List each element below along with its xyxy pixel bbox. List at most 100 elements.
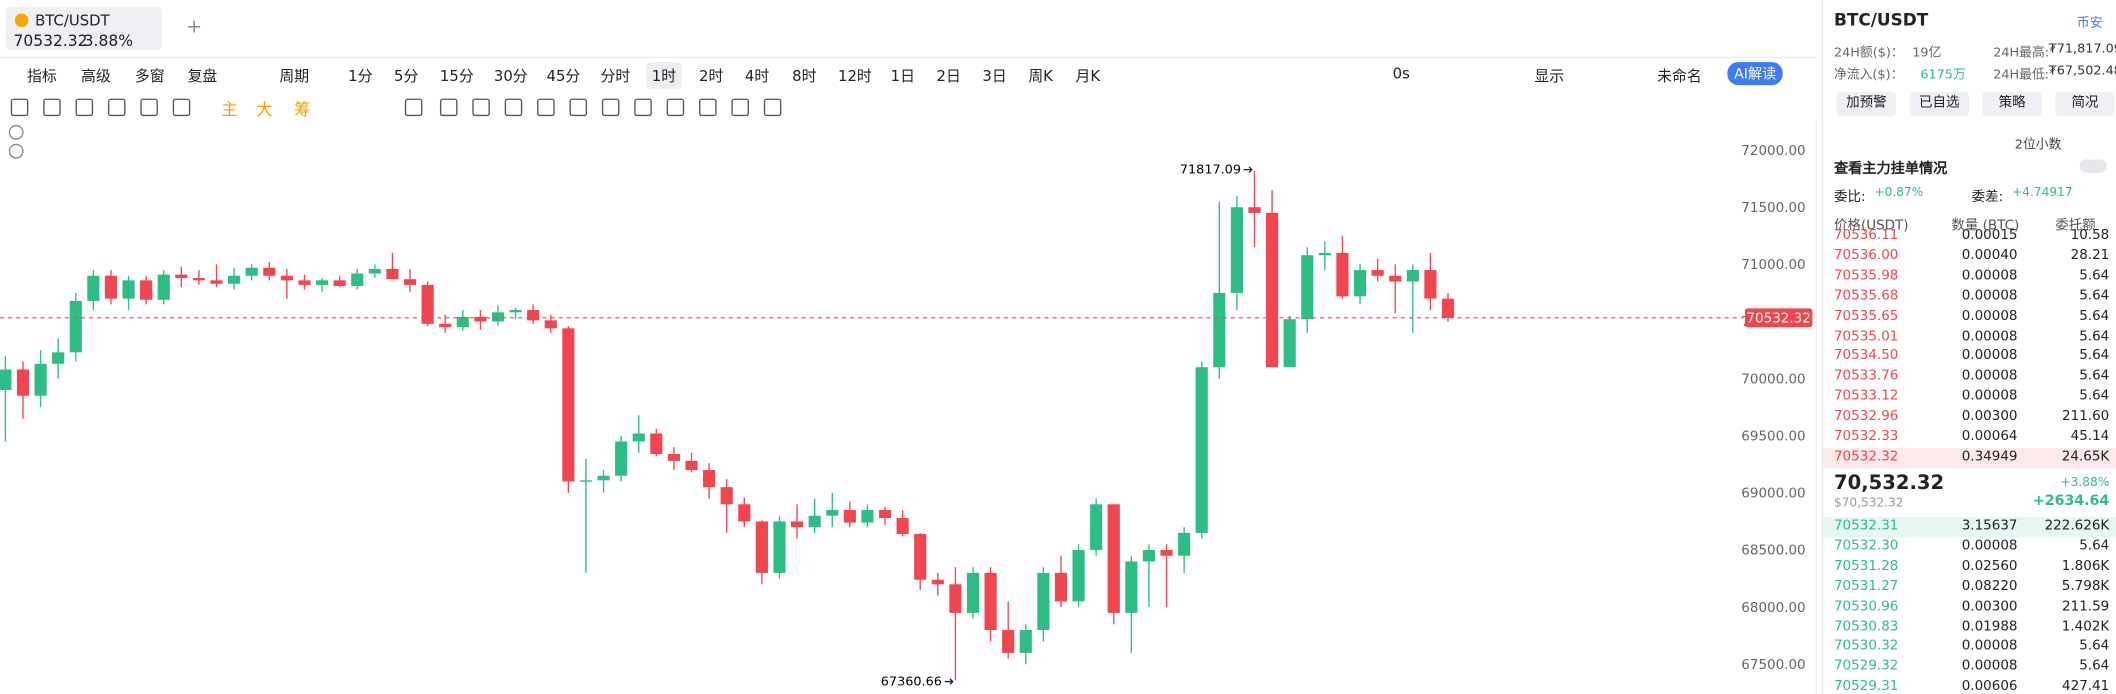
timeframe[interactable]: 2日 bbox=[936, 67, 961, 86]
order-qty: 0.00008 bbox=[1961, 268, 2018, 284]
tool-icon[interactable] bbox=[75, 98, 94, 117]
stat-value: 19亿 bbox=[1912, 45, 1942, 61]
timeframe[interactable]: 3日 bbox=[982, 67, 1007, 86]
header-cover bbox=[1823, 208, 2116, 235]
toolbar-item[interactable]: 指标 bbox=[26, 67, 57, 86]
tool-icon[interactable] bbox=[763, 98, 782, 117]
timeframe[interactable]: 45分 bbox=[546, 67, 581, 86]
timeframe[interactable]: 30分 bbox=[493, 67, 528, 86]
order-price: 70532.33 bbox=[1833, 429, 1899, 445]
order-qty: 0.00300 bbox=[1961, 409, 2018, 425]
toolbar-item[interactable]: 高级 bbox=[80, 67, 111, 86]
tool-icon[interactable] bbox=[439, 98, 458, 117]
candle-body bbox=[1371, 270, 1384, 276]
col-header: 委托额 bbox=[2055, 218, 2096, 234]
candle-body bbox=[315, 280, 329, 285]
candle-body bbox=[0, 369, 12, 391]
timeframe[interactable]: 月K bbox=[1075, 67, 1101, 86]
timeframe[interactable]: 4时 bbox=[744, 67, 770, 86]
timeframe[interactable]: 2时 bbox=[699, 67, 724, 86]
order-amount: 45.14 bbox=[2070, 429, 2110, 445]
indicator-tool[interactable]: 筹 bbox=[294, 99, 311, 119]
panel-button[interactable]: 简况 bbox=[2055, 91, 2115, 117]
timeframe[interactable]: 8时 bbox=[792, 67, 817, 86]
stat-value: ₮67,502.48 bbox=[2048, 63, 2116, 79]
candle-body bbox=[1248, 207, 1261, 213]
candle-body bbox=[210, 280, 223, 284]
order-qty: 0.00008 bbox=[1961, 369, 2018, 384]
collapse-icon[interactable] bbox=[8, 143, 24, 159]
tool-icon[interactable] bbox=[10, 98, 29, 117]
tool-icon[interactable] bbox=[634, 98, 652, 117]
tool-icon[interactable] bbox=[537, 98, 555, 117]
tool-icon[interactable] bbox=[404, 98, 423, 117]
order-qty: 0.00040 bbox=[1961, 248, 2018, 264]
candle-body bbox=[1389, 275, 1402, 282]
candle-body bbox=[755, 521, 768, 573]
order-price: 70531.27 bbox=[1833, 578, 1899, 594]
order-amount: 1.402K bbox=[2061, 619, 2110, 634]
tool-icon[interactable] bbox=[601, 98, 620, 117]
candle-body bbox=[439, 323, 452, 328]
panel-button[interactable]: 加预警 bbox=[1836, 91, 1897, 117]
timeframe[interactable]: 5分 bbox=[394, 67, 419, 86]
candle-body bbox=[843, 510, 856, 523]
tool-icon[interactable] bbox=[504, 98, 523, 117]
toolbar-item[interactable]: 0s bbox=[1392, 64, 1410, 83]
order-qty: 0.00008 bbox=[1961, 348, 2018, 364]
y-tick-label: 71500.00 bbox=[1741, 200, 1805, 216]
tool-icon[interactable] bbox=[472, 98, 490, 117]
toolbar-item[interactable]: 未命名 bbox=[1657, 67, 1702, 86]
diff: +4.74917 bbox=[2012, 186, 2073, 200]
tool-icon[interactable] bbox=[666, 98, 685, 117]
order-qty: 0.00300 bbox=[1961, 598, 2018, 614]
timeframe[interactable]: 1分 bbox=[348, 67, 373, 86]
toolbar-item[interactable]: 多窗 bbox=[134, 67, 165, 86]
tool-icon[interactable] bbox=[107, 98, 126, 117]
tool-icon[interactable] bbox=[172, 98, 191, 117]
timeframe[interactable]: 1日 bbox=[890, 67, 915, 86]
toolbar-item[interactable]: 显示 bbox=[1534, 67, 1565, 86]
indicator-tool[interactable]: 大 bbox=[256, 99, 273, 119]
diff-label: 委差: bbox=[1971, 190, 2004, 206]
tab-price: 70532.32 bbox=[13, 31, 88, 50]
order-qty: 0.00008 bbox=[1961, 659, 2018, 675]
period-menu[interactable]: 周期 bbox=[279, 67, 310, 86]
symbol-tab[interactable]: BTC/USDT 70532.32 3.88% bbox=[5, 6, 162, 50]
indicator-tool[interactable]: 主 bbox=[221, 99, 238, 119]
tool-icon[interactable] bbox=[731, 98, 749, 117]
toggle[interactable] bbox=[2079, 159, 2107, 173]
candle-body bbox=[333, 280, 346, 287]
candle-body bbox=[685, 460, 698, 471]
add-tab[interactable]: + bbox=[186, 16, 203, 38]
collapse-icon[interactable] bbox=[8, 124, 24, 140]
ai-button[interactable]: AI解读 bbox=[1727, 62, 1784, 86]
timeframe[interactable]: 12时 bbox=[838, 67, 872, 86]
tool-icon[interactable] bbox=[140, 98, 158, 117]
exchange[interactable]: 币安 bbox=[2076, 16, 2103, 32]
candle-body bbox=[527, 310, 540, 321]
order-amount: 5.64 bbox=[2079, 369, 2110, 384]
timeframe[interactable]: 周K bbox=[1028, 67, 1053, 86]
order-qty: 0.00008 bbox=[1961, 538, 2018, 554]
candle-body bbox=[896, 518, 909, 535]
stat-label: 净流入($)： bbox=[1833, 67, 1904, 83]
timeframe[interactable]: 15分 bbox=[439, 67, 474, 86]
decimals-menu[interactable]: 2位小数 bbox=[2014, 137, 2062, 153]
last-price-box bbox=[1744, 308, 1813, 328]
timeframe[interactable]: 1时 bbox=[646, 62, 682, 90]
toolbar-item[interactable]: 复盘 bbox=[187, 67, 218, 86]
arrow bbox=[944, 678, 954, 685]
candle-body bbox=[650, 433, 663, 455]
tool-icon[interactable] bbox=[43, 98, 61, 117]
main-orders-link[interactable]: 查看主力挂单情况 bbox=[1833, 160, 1948, 177]
panel-button[interactable]: 已自选 bbox=[1909, 91, 1969, 117]
order-row: 70533.12 0.00008 5.64 bbox=[1823, 388, 2116, 408]
tool-icon[interactable] bbox=[699, 98, 717, 117]
timeframe[interactable]: 分时 bbox=[600, 67, 631, 86]
tool-icon[interactable] bbox=[569, 98, 588, 117]
panel-button[interactable]: 策略 bbox=[1982, 91, 2042, 117]
order-row: 70530.96 0.00300 211.59 bbox=[1823, 598, 2116, 618]
candle-body bbox=[1195, 367, 1208, 533]
candle-body bbox=[87, 275, 100, 301]
